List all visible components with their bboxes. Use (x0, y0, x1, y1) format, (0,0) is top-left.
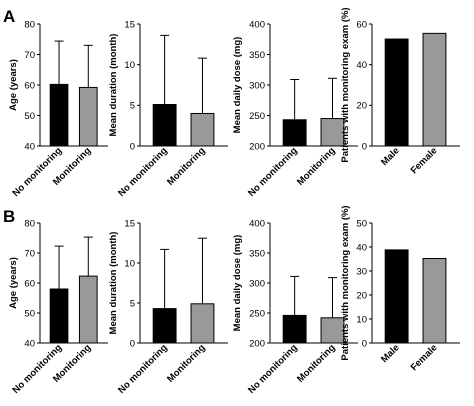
y-axis-label: Mean duration (month) (108, 232, 119, 335)
y-tick-label: 15 (124, 19, 135, 30)
y-tick-label: 200 (249, 141, 265, 152)
x-category-label: No monitoring (116, 342, 170, 396)
y-tick-label: 60 (24, 80, 35, 91)
y-tick-label: 250 (249, 308, 265, 319)
y-tick-label: 200 (249, 338, 265, 349)
bar (282, 314, 307, 344)
panel-letter: B (3, 207, 15, 226)
chart: 0 5 10 15 Mean duration (month) No monitoring… (108, 19, 228, 199)
y-tick-label: 30 (356, 266, 367, 277)
bar (152, 308, 177, 344)
x-category-label: Female (409, 145, 440, 176)
y-tick-label: 80 (24, 218, 35, 229)
panel-letter: A (3, 7, 15, 26)
y-tick-label: 40 (24, 338, 35, 349)
y-tick-label: 20 (356, 290, 367, 301)
x-category-label: Monitoring (165, 145, 208, 188)
bar (190, 303, 215, 344)
y-tick-label: 15 (124, 218, 135, 229)
y-tick-label: 0 (130, 338, 135, 349)
y-tick-label: 350 (249, 50, 265, 61)
y-axis-label: Mean daily dose (mg) (232, 37, 243, 134)
y-axis-label: Mean daily dose (mg) (232, 235, 243, 332)
x-category-label: No monitoring (246, 342, 300, 396)
y-axis-label: Mean duration (month) (108, 34, 119, 137)
y-tick-label: 60 (356, 19, 367, 30)
y-tick-label: 5 (130, 101, 135, 112)
bar (49, 83, 69, 147)
y-tick-label: 10 (356, 314, 367, 325)
y-axis-label: Patients with monitoring exam (%) (340, 205, 351, 360)
y-tick-label: 300 (249, 278, 265, 289)
x-category-label: No monitoring (246, 145, 300, 199)
bar (78, 86, 98, 147)
y-tick-label: 250 (249, 111, 265, 122)
x-category-label: Male (379, 342, 402, 365)
y-tick-label: 40 (24, 141, 35, 152)
y-axis-label: Patients with monitoring exam (%) (340, 7, 351, 162)
x-category-label: Monitoring (295, 145, 338, 188)
y-tick-label: 50 (24, 111, 35, 122)
y-tick-label: 10 (124, 60, 135, 71)
x-category-label: Male (379, 145, 402, 168)
bar (422, 32, 447, 147)
y-tick-label: 70 (24, 248, 35, 259)
bar (384, 38, 409, 147)
bar (384, 249, 409, 344)
x-category-label: Monitoring (165, 342, 208, 385)
y-axis-label: Age (years) (8, 257, 19, 309)
y-axis-label: Age (years) (8, 59, 19, 111)
bar (152, 104, 177, 147)
y-tick-label: 80 (24, 19, 35, 30)
y-tick-label: 50 (24, 308, 35, 319)
y-tick-label: 40 (356, 242, 367, 253)
bar (190, 112, 215, 147)
bar (78, 275, 98, 344)
chart: 0 20 40 60 Patients with monitoring exam (%)… (340, 7, 460, 176)
y-tick-label: 350 (249, 248, 265, 259)
y-tick-label: 400 (249, 19, 265, 30)
bar (282, 119, 307, 147)
x-category-label: Monitoring (295, 342, 338, 385)
bar (422, 258, 447, 344)
y-tick-label: 10 (124, 258, 135, 269)
x-category-label: No monitoring (10, 145, 64, 199)
y-tick-label: 0 (362, 338, 367, 349)
y-tick-label: 5 (130, 298, 135, 309)
x-category-label: No monitoring (116, 145, 170, 199)
x-category-label: Female (409, 342, 440, 373)
x-category-label: No monitoring (10, 342, 64, 396)
y-tick-label: 400 (249, 218, 265, 229)
y-tick-label: 300 (249, 80, 265, 91)
y-tick-label: 60 (24, 278, 35, 289)
y-tick-label: 40 (356, 60, 367, 71)
y-tick-label: 70 (24, 50, 35, 61)
y-tick-label: 0 (362, 141, 367, 152)
y-tick-label: 50 (356, 218, 367, 229)
y-tick-label: 20 (356, 101, 367, 112)
y-tick-label: 0 (130, 141, 135, 152)
chart: 0 5 10 15 Mean duration (month) No monitoring… (108, 218, 228, 396)
bar (49, 288, 69, 344)
chart: 0 10 20 30 40 50 Patients with monitoring exam… (340, 205, 460, 373)
